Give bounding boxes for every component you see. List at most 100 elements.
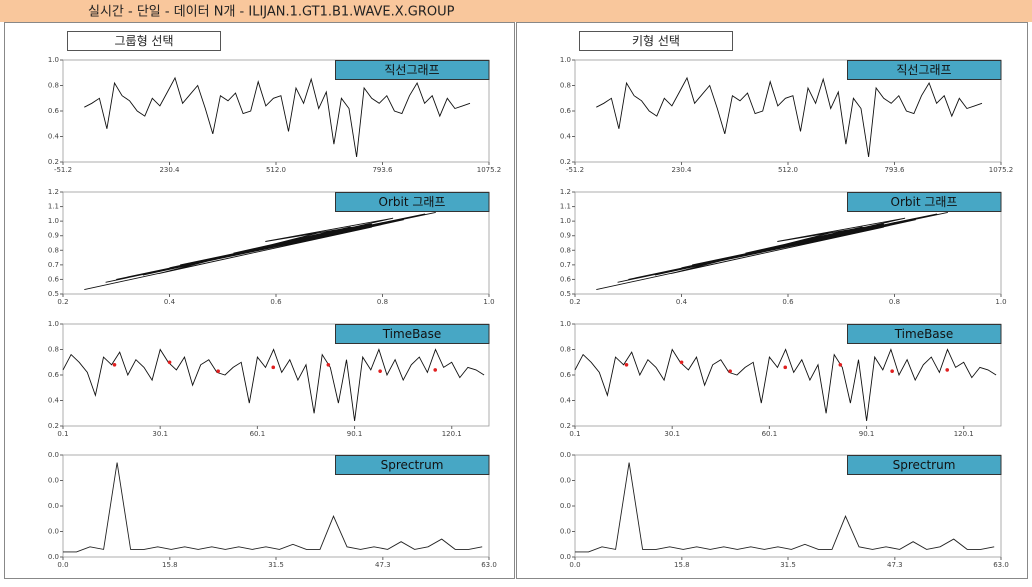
x-tick-label: 0.1 [57,430,68,438]
chart-title: Orbit 그래프 [891,195,958,209]
y-tick-label: 0.4 [48,397,60,405]
marker [167,360,172,365]
y-tick-label: 1.0 [560,320,571,328]
select-button[interactable] [67,31,221,51]
x-tick-label: 120.1 [954,430,974,438]
y-tick-label: 0.0 [560,553,571,561]
select-button[interactable] [579,31,733,51]
select-button-label[interactable]: 그룹형 선택 [114,34,173,48]
y-tick-label: 0.0 [560,502,571,510]
data-line [63,462,483,553]
x-tick-label: 31.5 [268,561,284,569]
y-tick-label: 0.2 [560,158,571,166]
chart-title: Sprectrum [381,458,444,472]
chart-title-box [847,192,1002,212]
marker [271,365,276,370]
marker [624,363,629,367]
x-tick-label: 120.1 [442,430,462,438]
chart-title-box [847,455,1002,475]
marker [216,369,220,373]
marker [838,363,843,367]
x-tick-label: 47.3 [887,561,903,569]
y-tick-label: 0.7 [48,261,59,269]
x-tick-label: 793.6 [372,166,393,174]
x-tick-label: 0.2 [57,298,68,306]
x-tick-label: -51.2 [566,166,584,174]
y-tick-label: 0.8 [48,346,59,354]
y-tick-label: 1.0 [560,56,571,64]
marker [945,368,950,372]
x-tick-label: 47.3 [375,561,391,569]
y-tick-label: 0.8 [560,346,571,354]
chart-title: 직선그래프 [896,63,951,77]
marker [433,368,438,372]
x-tick-label: 0.6 [270,298,282,306]
y-tick-label: 0.8 [48,246,59,254]
data-line [62,348,485,421]
y-tick-label: 0.6 [48,275,60,283]
marker [728,369,732,373]
x-tick-label: 793.6 [884,166,905,174]
y-tick-label: 0.0 [560,451,571,459]
y-tick-label: 0.2 [560,422,571,430]
y-tick-label: 0.8 [48,82,59,90]
data-line [84,211,436,291]
x-tick-label: 0.1 [569,430,580,438]
y-tick-label: 1.0 [48,217,59,225]
y-tick-label: 1.0 [48,320,59,328]
chart-title-box [335,324,490,344]
x-tick-label: 15.8 [674,561,690,569]
y-tick-label: 0.9 [48,232,59,240]
x-tick-label: -51.2 [54,166,72,174]
data-line [575,462,995,553]
x-tick-label: 0.8 [889,298,900,306]
chart-title-box [335,192,490,212]
y-tick-label: 0.0 [48,502,59,510]
y-tick-label: 1.0 [48,56,59,64]
data-line [596,211,948,291]
y-tick-label: 0.2 [48,158,59,166]
y-tick-label: 0.5 [48,290,59,298]
header-title: 실시간 - 단일 - 데이터 N개 - ILIJAN.1.GT1.B1.WAVE… [88,5,455,20]
y-tick-label: 0.9 [560,232,571,240]
x-tick-label: 31.5 [780,561,796,569]
header-bar [0,0,1032,22]
y-tick-label: 0.0 [48,451,59,459]
chart-title-box [847,60,1002,80]
y-tick-label: 0.6 [560,107,572,115]
chart-title: TimeBase [894,327,954,341]
x-tick-label: 63.0 [993,561,1009,569]
y-tick-label: 0.4 [48,133,60,141]
x-tick-label: 512.0 [778,166,798,174]
x-tick-label: 90.1 [347,430,363,438]
x-tick-label: 63.0 [481,561,497,569]
chart-title: 직선그래프 [384,63,439,77]
y-tick-label: 0.8 [560,82,571,90]
select-button-label[interactable]: 키형 선택 [632,34,680,48]
y-tick-label: 0.4 [560,133,572,141]
chart-title: TimeBase [382,327,442,341]
x-tick-label: 60.1 [762,430,778,438]
y-tick-label: 1.1 [560,203,571,211]
x-tick-label: 30.1 [664,430,680,438]
y-tick-label: 0.4 [560,397,572,405]
y-tick-label: 0.0 [48,528,59,536]
y-tick-label: 1.2 [48,188,59,196]
data-line [574,348,997,421]
y-tick-label: 0.6 [48,371,60,379]
marker [783,365,788,370]
x-tick-label: 30.1 [152,430,168,438]
y-tick-label: 0.6 [48,107,60,115]
y-tick-label: 0.8 [560,246,571,254]
y-tick-label: 1.1 [48,203,59,211]
marker [326,363,331,367]
x-tick-label: 90.1 [859,430,875,438]
x-tick-label: 1.0 [483,298,494,306]
x-tick-label: 230.4 [159,166,180,174]
data-line [84,76,471,157]
chart-title-box [335,455,490,475]
marker [679,360,684,365]
x-tick-label: 0.4 [164,298,176,306]
